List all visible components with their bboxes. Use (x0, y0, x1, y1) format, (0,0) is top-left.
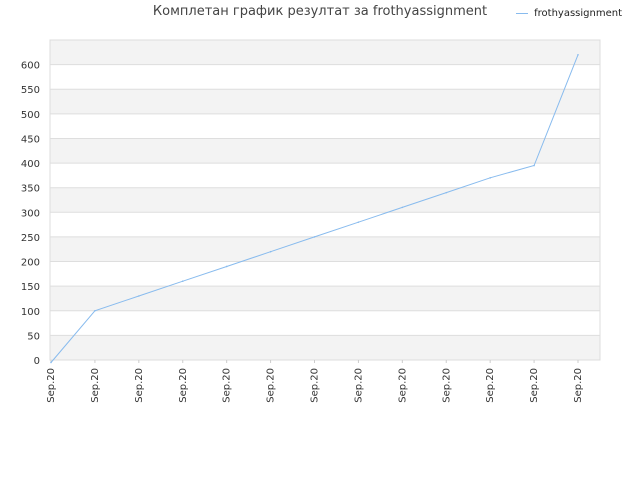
data-point (50, 361, 52, 364)
data-point (445, 191, 448, 194)
plot-band (50, 236, 600, 262)
plot-band (50, 113, 600, 139)
chart-title: Комплетан график резултат за frothyassig… (152, 4, 488, 19)
plot-band (50, 187, 600, 213)
data-point (181, 280, 184, 283)
data-point (401, 206, 404, 209)
plot-band (50, 163, 600, 188)
data-point (489, 177, 491, 179)
y-tick-label: 350 (21, 184, 40, 195)
x-tick-label: Sep.20 (222, 368, 233, 403)
plot-band (50, 261, 600, 287)
plot-band (50, 286, 600, 311)
data-point (577, 53, 579, 56)
x-tick-label: Sep.20 (529, 368, 540, 403)
plot-band (50, 310, 600, 336)
legend: frothyassignment (516, 8, 622, 19)
plot-band (50, 89, 600, 114)
x-tick-label: Sep.20 (353, 368, 364, 403)
x-tick-label: Sep.20 (397, 368, 408, 403)
plot-band (50, 40, 600, 65)
plot-band (50, 138, 600, 164)
x-tick-label: Sep.20 (134, 368, 145, 403)
y-tick-label: 100 (21, 307, 40, 318)
plot-band (50, 335, 600, 360)
legend-label: frothyassignment (534, 8, 622, 19)
y-tick-label: 50 (27, 331, 40, 342)
plot-band (50, 64, 600, 90)
data-point (313, 236, 316, 238)
y-tick-label: 0 (34, 356, 40, 367)
y-tick-label: 550 (21, 85, 40, 96)
x-tick-label: Sep.20 (178, 368, 189, 403)
legend-swatch (516, 13, 529, 14)
x-tick-label: Sep.20 (310, 368, 321, 403)
plot-band (50, 212, 600, 237)
x-tick-label: Sep.20 (90, 368, 101, 403)
data-point (357, 221, 360, 223)
y-tick-label: 250 (21, 233, 40, 244)
x-tick-label: Sep.20 (485, 368, 496, 403)
y-tick-label: 500 (21, 110, 40, 121)
y-tick-label: 400 (21, 159, 40, 170)
data-point (225, 265, 228, 268)
y-tick-label: 450 (21, 134, 40, 145)
x-tick-label: Sep.20 (573, 368, 584, 403)
data-point (138, 295, 140, 297)
y-tick-label: 200 (21, 258, 40, 269)
x-tick-label: Sep.20 (266, 368, 277, 403)
plot-frame (49, 39, 601, 361)
y-tick-label: 300 (21, 208, 40, 219)
y-tick-label: 150 (21, 282, 40, 293)
x-tick-label: Sep.20 (46, 368, 57, 403)
y-tick-label: 600 (21, 61, 40, 72)
data-point (94, 309, 96, 312)
data-point (269, 250, 272, 253)
x-tick-label: Sep.20 (441, 368, 452, 403)
data-point (533, 164, 535, 167)
